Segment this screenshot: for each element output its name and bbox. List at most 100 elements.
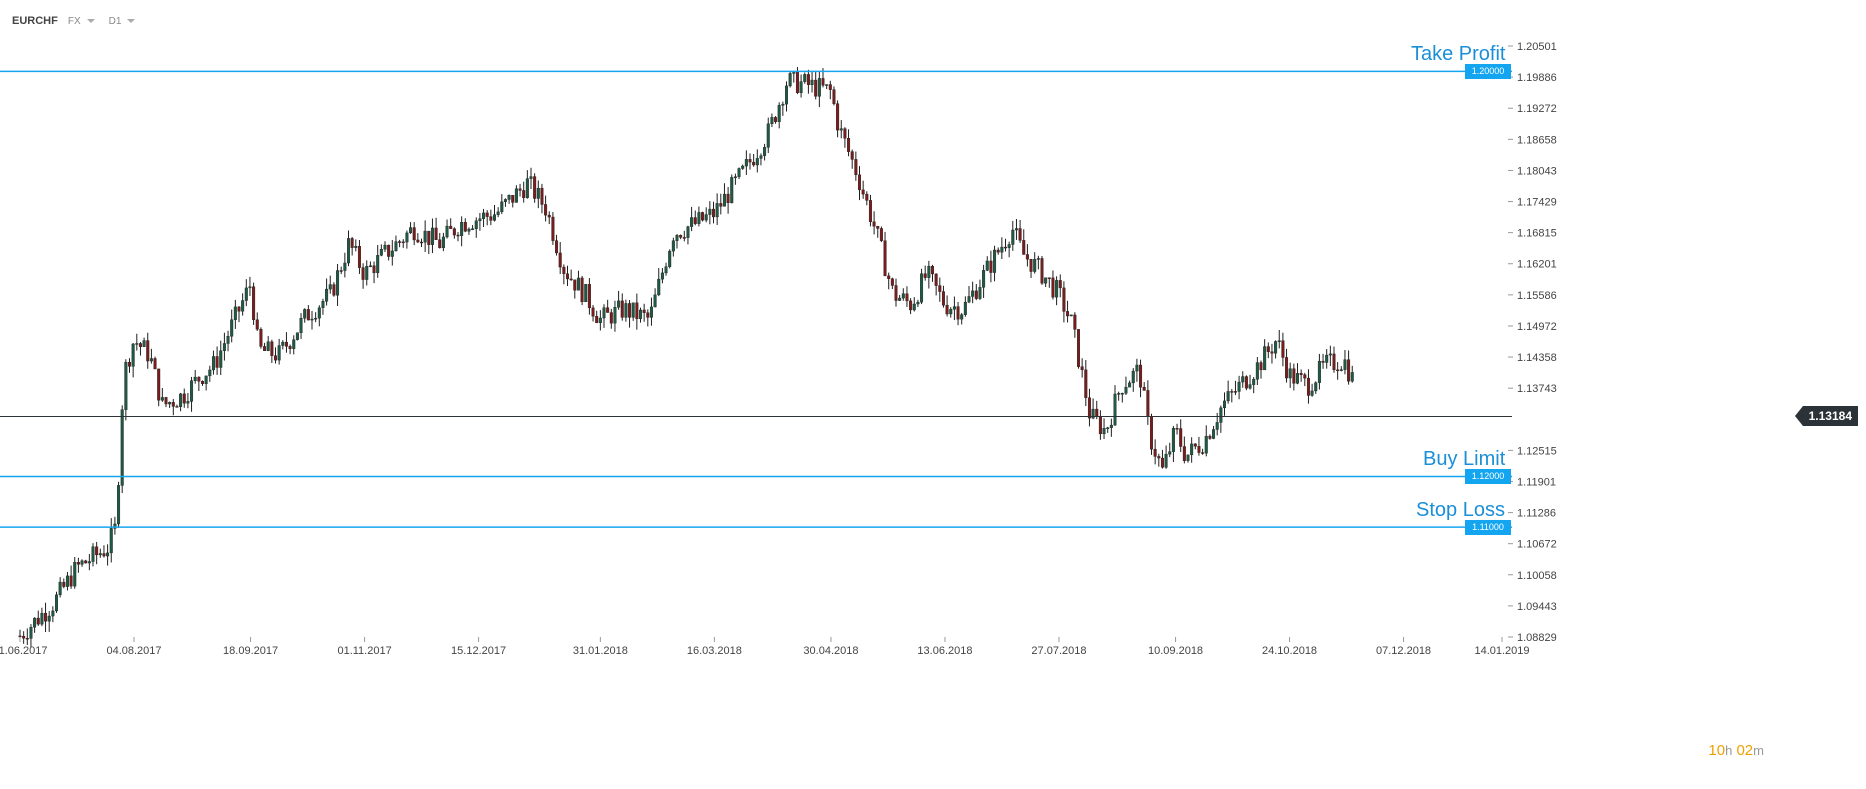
price-tick-label: 1.19272 — [1517, 103, 1557, 115]
candle-bull — [80, 560, 84, 565]
candle-bear — [511, 194, 515, 203]
candle-bull — [343, 262, 347, 271]
candle-bull — [664, 266, 668, 274]
countdown-hours: 10 — [1708, 742, 1726, 759]
candle-bull — [1091, 408, 1095, 419]
timeframe-dropdown[interactable]: D1 — [109, 16, 136, 27]
price-tick-label: 1.14972 — [1517, 321, 1557, 333]
candle-bear — [1179, 428, 1183, 447]
candle-bull — [788, 73, 792, 87]
candle-bear — [22, 635, 26, 639]
buy-limit-price-tag[interactable]: 1.12000 — [1465, 469, 1511, 485]
buy-limit-label: Buy Limit — [1423, 448, 1506, 471]
symbol-label: EURCHF — [12, 15, 58, 27]
candle-bull — [1325, 354, 1329, 363]
candle-bull — [963, 301, 967, 315]
candle-bull — [949, 309, 953, 315]
candle-bull — [529, 176, 533, 179]
candle-bull — [613, 307, 617, 324]
candle-bear — [847, 138, 851, 152]
candle-bear — [182, 393, 186, 404]
candle-bull — [704, 214, 708, 221]
candle-bull — [1219, 407, 1223, 423]
candle-bull — [87, 561, 91, 564]
candle-bear — [263, 346, 267, 351]
candle-bull — [912, 303, 916, 311]
candle-bear — [1087, 397, 1091, 419]
candle-bear — [36, 617, 40, 625]
candle-bull — [920, 273, 924, 303]
candle-bull — [496, 211, 500, 215]
candle-bear — [748, 159, 752, 163]
candle-bear — [175, 406, 179, 408]
candle-bear — [350, 238, 354, 248]
candle-bear — [679, 235, 683, 238]
candle-bull — [1069, 314, 1073, 317]
candle-bear — [1332, 353, 1336, 371]
candle-bull — [766, 123, 770, 148]
candle-bull — [295, 332, 299, 340]
candle-bear — [1047, 277, 1051, 279]
candle-bull — [1113, 393, 1117, 426]
stop-loss-price-tag[interactable]: 1.11000 — [1465, 520, 1511, 536]
candle-bear — [1058, 280, 1062, 289]
candle-bear — [1292, 368, 1296, 384]
candle-bull — [277, 345, 281, 361]
market-dropdown[interactable]: FX — [68, 16, 95, 27]
candle-bear — [452, 228, 456, 236]
candle-bear — [306, 309, 310, 321]
price-tick-label: 1.18658 — [1517, 134, 1557, 146]
candle-bear — [361, 267, 365, 280]
candle-bull — [1055, 280, 1059, 298]
candle-bull — [460, 221, 464, 236]
candle-bull — [985, 260, 989, 271]
candle-bear — [558, 252, 562, 268]
candle-bull — [310, 318, 314, 321]
candle-bear — [1084, 369, 1088, 398]
candle-bear — [938, 285, 942, 292]
candle-bear — [712, 208, 716, 218]
candle-bull — [1014, 228, 1018, 231]
candle-bull — [1274, 341, 1278, 354]
candle-bull — [1226, 391, 1230, 402]
candle-bear — [774, 117, 778, 122]
candle-bull — [697, 212, 701, 224]
candle-bear — [95, 546, 99, 556]
market-label: FX — [67, 15, 81, 27]
candle-bull — [759, 155, 763, 159]
candle-bear — [620, 300, 624, 318]
candle-bull — [967, 296, 971, 303]
price-tick-label: 1.17429 — [1517, 197, 1557, 209]
candle-bear — [69, 575, 73, 587]
candle-bear — [795, 71, 799, 93]
price-tick-label: 1.12515 — [1517, 445, 1557, 457]
candle-bear — [456, 234, 460, 237]
candle-bear — [357, 246, 361, 268]
candle-bull — [1288, 368, 1292, 379]
candle-bear — [438, 239, 442, 249]
candle-bull — [1007, 244, 1011, 248]
candle-bear — [606, 307, 610, 313]
candle-bull — [708, 208, 712, 215]
candle-bull — [40, 612, 44, 625]
candle-bear — [284, 341, 288, 347]
candle-bull — [825, 84, 829, 86]
candle-bear — [876, 226, 880, 229]
candle-bull — [124, 361, 128, 410]
candle-bear — [1139, 364, 1143, 388]
candle-bear — [1146, 390, 1150, 417]
candle-bear — [1197, 446, 1201, 453]
candle-bear — [1095, 408, 1099, 417]
candle-bull — [314, 317, 318, 320]
candle-bull — [503, 199, 507, 203]
candle-bear — [1098, 416, 1102, 435]
candle-bull — [292, 339, 296, 349]
candle-bull — [777, 105, 781, 122]
candle-bull — [135, 343, 139, 345]
candle-bear — [1157, 456, 1161, 459]
candle-bull — [1204, 435, 1208, 454]
candle-bull — [657, 278, 661, 296]
candle-bear — [646, 312, 650, 318]
take-profit-price-tag[interactable]: 1.20000 — [1465, 64, 1511, 80]
